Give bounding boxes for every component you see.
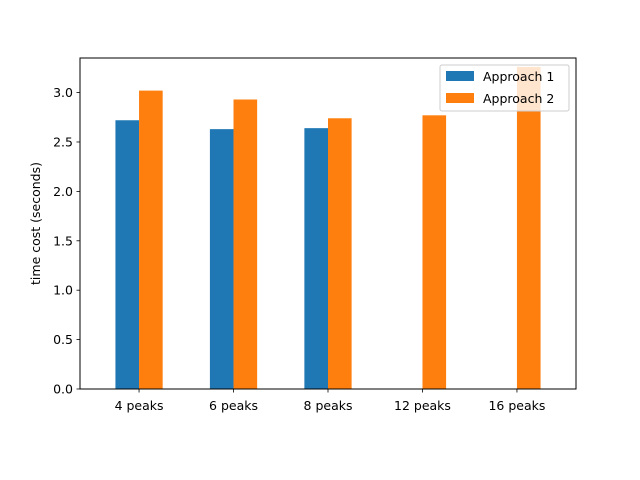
x-tick-label-1: 6 peaks	[209, 398, 258, 413]
bar-0-0	[115, 120, 140, 389]
x-tick-label-4: 16 peaks	[488, 398, 545, 413]
y-tick-label-4: 2.0	[53, 184, 73, 199]
y-axis: 0.0 0.5 1.0 1.5 2.0 2.5 3.0	[53, 85, 80, 397]
x-axis: 4 peaks 6 peaks 8 peaks 12 peaks 16 peaks	[115, 389, 545, 413]
legend-label-0: Approach 1	[483, 69, 554, 84]
x-tick-label-0: 4 peaks	[115, 398, 164, 413]
y-tick-label-5: 2.5	[53, 134, 73, 149]
bars-group	[115, 66, 541, 390]
y-tick-label-1: 0.5	[53, 332, 73, 347]
legend: Approach 1 Approach 2	[439, 64, 570, 112]
bar-1-3	[422, 115, 447, 389]
bar-1-0	[139, 90, 163, 390]
y-axis-label: time cost (seconds)	[28, 162, 43, 285]
bar-1-1	[233, 99, 258, 389]
y-tick-label-6: 3.0	[53, 85, 73, 100]
bar-1-2	[328, 118, 352, 390]
y-tick-label-0: 0.0	[53, 382, 73, 397]
y-tick-label-2: 1.0	[53, 283, 73, 298]
bar-1-4	[516, 66, 541, 389]
x-tick-label-2: 8 peaks	[304, 398, 353, 413]
legend-swatch-1	[446, 93, 474, 103]
plot-frame	[79, 57, 577, 390]
x-tick-label-3: 12 peaks	[394, 398, 451, 413]
legend-swatch-0	[446, 71, 474, 81]
bar-0-1	[209, 129, 234, 389]
y-tick-label-3: 1.5	[53, 233, 73, 248]
legend-label-1: Approach 2	[483, 91, 554, 106]
bar-0-2	[304, 128, 328, 389]
